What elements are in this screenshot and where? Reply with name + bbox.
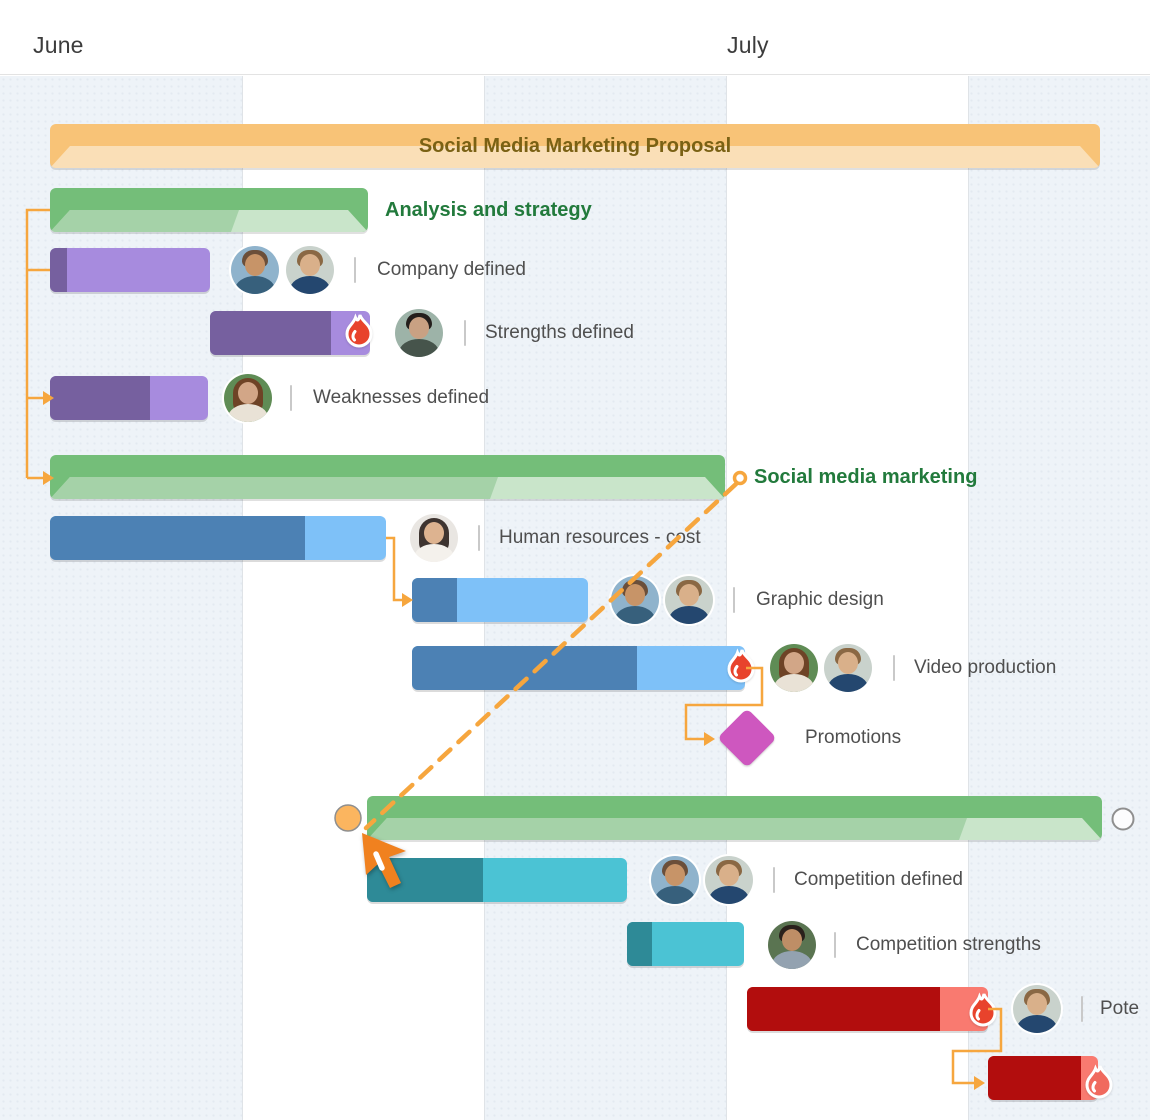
label-divider: [893, 655, 895, 681]
label-competition-strengths: Competition strengths: [856, 934, 1041, 955]
label-video-production: Video production: [914, 657, 1057, 678]
avatar-man-navy: [665, 576, 713, 624]
bar-weaknesses-defined[interactable]: [50, 376, 208, 420]
label-competition-defined: Competition defined: [794, 869, 963, 890]
month-label-june: June: [33, 32, 84, 58]
bar-human-resources-cost[interactable]: [50, 516, 386, 560]
label-divider: [464, 320, 466, 346]
label-company-defined: Company defined: [377, 259, 526, 280]
bar-competition-defined[interactable]: [367, 858, 627, 902]
label-promotions: Promotions: [805, 727, 902, 748]
label-divider: [773, 867, 775, 893]
gridline: [242, 76, 243, 1120]
label-potential: Pote: [1100, 998, 1140, 1019]
label-divider: [1081, 996, 1083, 1022]
label-graphic-design: Graphic design: [756, 589, 884, 610]
label-social-media-marketing: Social media marketing: [754, 466, 978, 488]
bar-strengths-defined[interactable]: [210, 311, 370, 355]
flame-icon: [345, 312, 373, 348]
label-human-resources-cost: Human resources - cost: [499, 527, 701, 548]
flame-icon: [1085, 1063, 1113, 1099]
label-weaknesses-defined: Weaknesses defined: [313, 387, 490, 408]
avatar-woman-light: [410, 514, 458, 562]
avatar-woman-brunette: [224, 374, 272, 422]
bar-potential[interactable]: [747, 987, 988, 1031]
avatar-man-sunglasses: [651, 856, 699, 904]
bar-video-production[interactable]: [412, 646, 745, 690]
avatar-man-sunglasses: [231, 246, 279, 294]
label-divider: [354, 257, 356, 283]
label-divider: [478, 525, 480, 551]
bar-social-media-marketing-summary[interactable]: [50, 455, 725, 499]
grid-column: [0, 76, 242, 1120]
grid-column: [968, 76, 1150, 1120]
proposal-title: Social Media Marketing Proposal: [418, 135, 732, 157]
avatar-woman-brunette: [770, 644, 818, 692]
avatar-man-navy: [1013, 985, 1061, 1033]
bar-proposal-summary[interactable]: [50, 124, 1100, 168]
label-strengths-defined: Strengths defined: [485, 322, 634, 343]
label-divider: [290, 385, 292, 411]
timeline-header: June July: [0, 0, 1150, 75]
label-divider: [834, 932, 836, 958]
flame-icon: [727, 647, 755, 683]
bar-red-subtask[interactable]: [988, 1056, 1098, 1100]
bar-competition-strengths[interactable]: [627, 922, 744, 966]
label-divider: [733, 587, 735, 613]
avatar-man-navy: [824, 644, 872, 692]
label-analysis-and-strategy: Analysis and strategy: [385, 199, 592, 221]
avatar-man-dark-hair: [395, 309, 443, 357]
flame-icon: [969, 991, 997, 1027]
avatar-man-sunglasses: [611, 576, 659, 624]
bar-company-defined[interactable]: [50, 248, 210, 292]
gridline: [968, 76, 969, 1120]
bar-competitor-summary[interactable]: [367, 796, 1102, 840]
avatar-man-navy: [286, 246, 334, 294]
bar-graphic-design[interactable]: [412, 578, 588, 622]
avatar-man-navy: [705, 856, 753, 904]
avatar-man-plaid: [768, 921, 816, 969]
month-label-july: July: [727, 32, 769, 58]
bar-analysis-summary[interactable]: [50, 188, 368, 232]
